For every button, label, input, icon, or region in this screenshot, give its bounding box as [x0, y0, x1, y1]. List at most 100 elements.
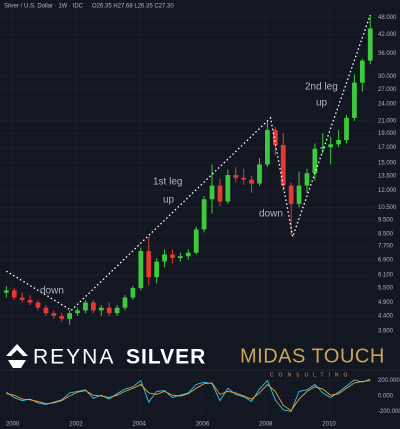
y-tick-label: 6.900 [378, 257, 394, 263]
annotation: 2nd leg [305, 82, 338, 93]
indicator-line [6, 378, 371, 412]
y-tick-label: 4.900 [378, 300, 394, 306]
candle-body [19, 297, 25, 300]
x-tick-label: 2008 [259, 422, 273, 428]
candle-body [162, 254, 167, 262]
candle-body [344, 117, 349, 141]
x-tick-label: 2010 [322, 422, 336, 428]
candle-body [51, 313, 57, 316]
logo-text: REYNA [33, 346, 115, 369]
candle-body [257, 164, 262, 184]
candle-body [130, 288, 136, 298]
annotation: down [40, 286, 64, 297]
candle-body [114, 307, 120, 314]
candle-body [59, 315, 65, 319]
chart-title: Silver / U.S. Dollar · 1W · IDC [4, 4, 84, 10]
candle-body [288, 185, 294, 204]
candle-body [11, 290, 17, 298]
candle-body [67, 313, 72, 319]
midas-logo: MIDAS TOUCH CONSULTING [240, 345, 385, 378]
y-tick-label: 24.000 [378, 102, 397, 108]
candle-body [312, 148, 318, 174]
y-tick-label: 13.500 [378, 174, 397, 180]
candle-body [170, 254, 175, 258]
y-tick-label: 36.000 [378, 51, 397, 57]
candle-body [296, 185, 302, 204]
y-tick-label: 17.000 [378, 145, 397, 151]
indicator-tick-label: 200.000 [378, 378, 400, 384]
candle-body [272, 130, 278, 145]
annotation: down [259, 209, 283, 220]
candle-body [98, 307, 104, 311]
ohlc-readout: O26.35 H27.68 L26.35 C27.30 [92, 4, 174, 10]
logo-subtext: CONSULTING [270, 372, 352, 378]
y-tick-label: 12.000 [378, 188, 397, 194]
candle-body [304, 173, 310, 186]
indicator-line [6, 380, 371, 412]
candle-body [43, 307, 49, 314]
candle-body [178, 256, 183, 258]
indicator-tick-label: 0.000 [378, 394, 394, 400]
candle-body [359, 60, 365, 83]
y-tick-label: 27.000 [378, 87, 397, 93]
candle-body [320, 147, 326, 149]
y-tick-label: 7.700 [378, 244, 394, 250]
candle-body [3, 290, 9, 293]
y-tick-label: 6.100 [378, 273, 394, 279]
candle-body [367, 28, 373, 61]
candle-body [138, 251, 144, 289]
y-tick-label: 42.000 [378, 32, 397, 38]
candle-body [75, 310, 80, 314]
candle-body [193, 229, 199, 253]
x-tick-label: 2000 [6, 422, 20, 428]
candle-body [209, 185, 215, 200]
candle-body [106, 307, 112, 314]
annotations: down 1st leg up down 2nd leg up [40, 82, 338, 297]
y-tick-label: 15.000 [378, 160, 397, 166]
x-tick-label: 2006 [196, 422, 210, 428]
candle-body [225, 175, 231, 202]
y-tick-label: 9.500 [378, 217, 394, 223]
candle-body [201, 199, 207, 230]
y-tick-label: 19.000 [378, 131, 397, 137]
trendline [5, 14, 371, 312]
annotation: 1st leg [153, 177, 182, 188]
annotation: up [163, 195, 175, 206]
grid [0, 10, 400, 416]
candle-body [265, 130, 270, 165]
indicator-tick-label: -200.000 [378, 409, 400, 415]
candle-body [83, 302, 88, 311]
candle-body [154, 261, 160, 278]
candle-body [27, 299, 33, 303]
candle-body [90, 302, 96, 311]
x-tick-label: 2002 [69, 422, 83, 428]
x-tick-label: 2004 [133, 422, 147, 428]
candle-body [352, 82, 357, 118]
candle-body [328, 144, 334, 148]
y-tick-label: 10.500 [378, 205, 397, 211]
candle-body [280, 144, 286, 186]
logo-text: MIDAS TOUCH [240, 345, 385, 367]
candle-body [146, 251, 152, 278]
candle-body [241, 177, 247, 180]
annotation: up [316, 98, 328, 109]
logo-icon [6, 344, 28, 368]
y-tick-label: 4.400 [378, 314, 394, 320]
y-tick-label: 48.000 [378, 15, 397, 21]
logo-text: SILVER [126, 346, 206, 369]
marks [3, 14, 373, 412]
y-tick-label: 30.000 [378, 74, 397, 80]
candle-body [185, 252, 191, 257]
candle-body [249, 179, 254, 184]
candle-body [217, 185, 223, 202]
y-tick-label: 3.900 [378, 329, 394, 335]
y-tick-label: 5.500 [378, 286, 394, 292]
candle-body [35, 302, 41, 308]
candle-body [336, 140, 341, 145]
reyna-logo: REYNA SILVER [6, 344, 206, 369]
y-tick-label: 21.000 [378, 118, 397, 124]
y-tick-label: 8.500 [378, 231, 394, 237]
